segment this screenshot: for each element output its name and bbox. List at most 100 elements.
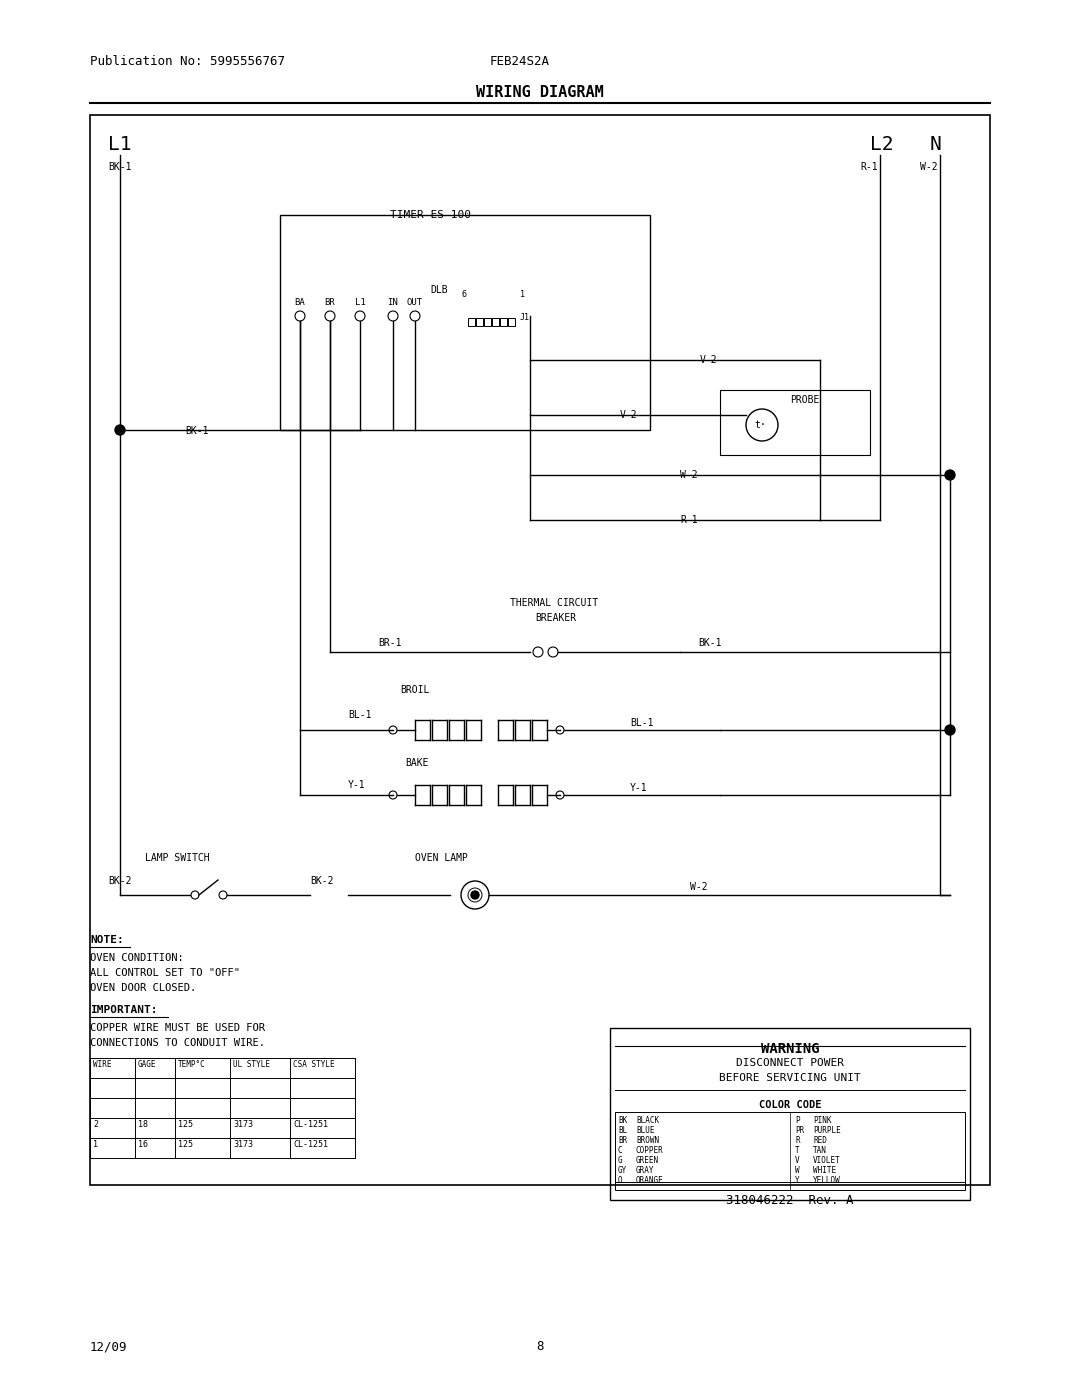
Text: R-1: R-1 [860, 162, 878, 172]
Text: COPPER: COPPER [636, 1146, 664, 1155]
Circle shape [945, 725, 955, 735]
Text: V-2: V-2 [700, 355, 717, 365]
Text: BL: BL [618, 1126, 627, 1134]
Text: BROWN: BROWN [636, 1136, 659, 1146]
Text: T: T [795, 1146, 799, 1155]
Bar [720, 390, 870, 455]
Text: 12/09: 12/09 [90, 1340, 127, 1354]
Text: IN: IN [388, 298, 399, 307]
Text: COLOR CODE: COLOR CODE [759, 1099, 821, 1111]
Text: BL-1: BL-1 [348, 710, 372, 719]
Text: L2: L2 [870, 136, 893, 154]
Text: BR: BR [325, 298, 336, 307]
Text: PR: PR [795, 1126, 805, 1134]
Text: 125: 125 [178, 1140, 193, 1148]
Text: O: O [618, 1176, 623, 1185]
Text: W-2: W-2 [690, 882, 707, 893]
Text: W-2: W-2 [920, 162, 937, 172]
Text: UL STYLE: UL STYLE [233, 1060, 270, 1069]
Text: TAN: TAN [813, 1146, 827, 1155]
Text: PINK: PINK [813, 1116, 832, 1125]
Text: N: N [930, 136, 942, 154]
Text: BK-2: BK-2 [310, 876, 334, 886]
Text: W-2: W-2 [680, 469, 698, 481]
Text: G: G [618, 1155, 623, 1165]
Text: OVEN CONDITION:: OVEN CONDITION: [90, 953, 184, 963]
Text: VIOLET: VIOLET [813, 1155, 840, 1165]
Text: V: V [795, 1155, 799, 1165]
Text: R-1: R-1 [680, 515, 698, 525]
Text: GREEN: GREEN [636, 1155, 659, 1165]
Text: BK-2: BK-2 [108, 876, 132, 886]
Text: OUT: OUT [407, 298, 423, 307]
Text: WIRE: WIRE [93, 1060, 111, 1069]
Text: ORANGE: ORANGE [636, 1176, 664, 1185]
Text: IMPORTANT:: IMPORTANT: [90, 1004, 158, 1016]
Text: 6: 6 [462, 291, 467, 299]
Text: BEFORE SERVICING UNIT: BEFORE SERVICING UNIT [719, 1073, 861, 1083]
Text: NOTE:: NOTE: [90, 935, 124, 944]
Text: L1: L1 [354, 298, 365, 307]
Text: DLB: DLB [430, 285, 447, 295]
Bar [615, 1112, 966, 1190]
Text: GY: GY [618, 1166, 627, 1175]
Text: Publication No: 5995556767: Publication No: 5995556767 [90, 54, 285, 68]
Text: CL-1251: CL-1251 [293, 1120, 328, 1129]
Bar [508, 319, 515, 326]
Circle shape [945, 469, 955, 481]
Text: PROBE: PROBE [789, 395, 820, 405]
Text: 3173: 3173 [233, 1140, 253, 1148]
Text: BK: BK [618, 1116, 627, 1125]
Text: t·: t· [754, 420, 766, 430]
Text: 1: 1 [93, 1140, 98, 1148]
Text: BROIL: BROIL [400, 685, 430, 694]
Bar [484, 319, 491, 326]
Text: 1: 1 [519, 291, 525, 299]
Text: BREAKER: BREAKER [535, 613, 576, 623]
Text: L1: L1 [108, 136, 132, 154]
Circle shape [114, 425, 125, 434]
Text: J1: J1 [519, 313, 530, 321]
Text: BLACK: BLACK [636, 1116, 659, 1125]
Text: 18: 18 [138, 1120, 148, 1129]
Text: YELLOW: YELLOW [813, 1176, 840, 1185]
Text: 16: 16 [138, 1140, 148, 1148]
Text: TEMP°C: TEMP°C [178, 1060, 206, 1069]
Text: BL-1: BL-1 [630, 718, 653, 728]
Text: BK-1: BK-1 [185, 426, 208, 436]
Bar [610, 1028, 970, 1200]
Text: LAMP SWITCH: LAMP SWITCH [145, 854, 210, 863]
Bar [280, 215, 650, 430]
Circle shape [471, 891, 480, 900]
Bar [500, 319, 507, 326]
Text: BAKE: BAKE [405, 759, 429, 768]
Text: BA: BA [295, 298, 306, 307]
Text: GRAY: GRAY [636, 1166, 654, 1175]
Text: THERMAL CIRCUIT: THERMAL CIRCUIT [510, 598, 598, 608]
Text: WHITE: WHITE [813, 1166, 836, 1175]
Text: BK-1: BK-1 [108, 162, 132, 172]
Text: OVEN DOOR CLOSED.: OVEN DOOR CLOSED. [90, 983, 197, 993]
Text: 318046222  Rev. A: 318046222 Rev. A [726, 1194, 854, 1207]
Text: R: R [795, 1136, 799, 1146]
Text: CONNECTIONS TO CONDUIT WIRE.: CONNECTIONS TO CONDUIT WIRE. [90, 1038, 265, 1048]
Text: GAGE: GAGE [138, 1060, 157, 1069]
Text: PURPLE: PURPLE [813, 1126, 840, 1134]
Text: FEB24S2A: FEB24S2A [490, 54, 550, 68]
Text: ALL CONTROL SET TO "OFF": ALL CONTROL SET TO "OFF" [90, 968, 240, 978]
Text: P: P [795, 1116, 799, 1125]
Text: 2: 2 [93, 1120, 98, 1129]
Text: COPPER WIRE MUST BE USED FOR: COPPER WIRE MUST BE USED FOR [90, 1023, 265, 1032]
Text: Y-1: Y-1 [348, 780, 366, 789]
Text: BR: BR [618, 1136, 627, 1146]
Text: W: W [795, 1166, 799, 1175]
Text: TIMER ES-100: TIMER ES-100 [390, 210, 471, 219]
Text: Y: Y [795, 1176, 799, 1185]
Text: C: C [618, 1146, 623, 1155]
Bar [468, 319, 475, 326]
Text: CL-1251: CL-1251 [293, 1140, 328, 1148]
Text: BK-1: BK-1 [698, 638, 721, 648]
Text: WARNING: WARNING [760, 1042, 820, 1056]
Text: V-2: V-2 [620, 409, 637, 420]
Text: Y-1: Y-1 [630, 782, 648, 793]
